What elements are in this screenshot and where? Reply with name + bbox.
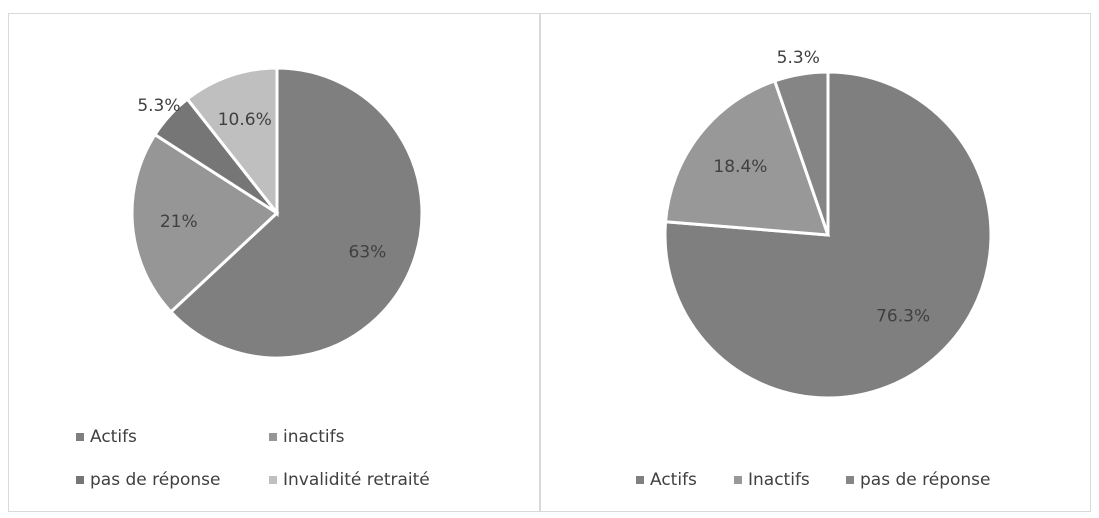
panel-left — [8, 13, 540, 512]
data-label: 21% — [160, 212, 198, 232]
panel-right — [540, 13, 1091, 512]
pie-slice — [168, 66, 424, 360]
legend-label: Invalidité retraité — [283, 470, 430, 490]
legend-swatch — [269, 476, 277, 484]
data-label: 63% — [349, 242, 387, 262]
data-label: 18.4% — [713, 157, 767, 177]
pie-slice — [772, 70, 830, 236]
data-label: 5.3% — [137, 96, 180, 116]
legend-label: Inactifs — [748, 470, 810, 490]
legend-label: Actifs — [90, 427, 137, 447]
legend-label: Actifs — [650, 470, 697, 490]
legend-swatch — [76, 433, 84, 441]
legend-swatch — [76, 476, 84, 484]
pie-slice — [185, 66, 279, 218]
legend-label: pas de réponse — [90, 470, 220, 490]
data-label: 5.3% — [777, 48, 820, 68]
legend-swatch — [636, 476, 644, 484]
legend-label: pas de réponse — [860, 470, 990, 490]
pie-slice — [130, 132, 280, 314]
data-label: 76.3% — [876, 307, 930, 327]
legend-swatch — [846, 476, 854, 484]
legend-swatch — [734, 476, 742, 484]
data-label: 10.6% — [218, 110, 272, 130]
legend-label: inactifs — [283, 427, 345, 447]
legend-swatch — [269, 433, 277, 441]
